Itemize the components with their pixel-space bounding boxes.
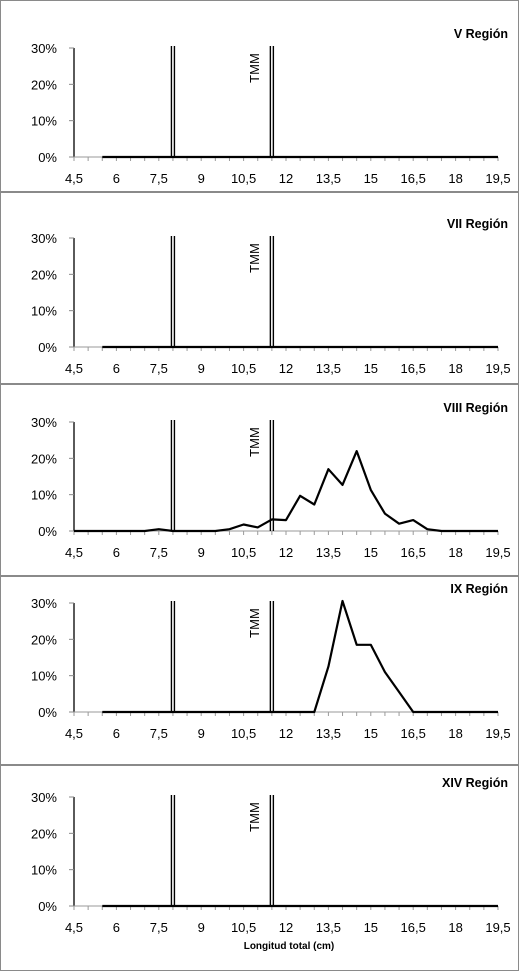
x-tick-label: 12 — [279, 171, 293, 186]
x-tick-label: 6 — [113, 920, 120, 935]
y-tick-label: 0% — [38, 705, 57, 720]
y-tick-label: 20% — [31, 451, 57, 466]
x-tick-label: 19,5 — [485, 726, 510, 741]
y-tick-label: 10% — [31, 488, 57, 503]
x-tick-label: 15 — [364, 171, 378, 186]
x-tick-label: 15 — [364, 545, 378, 560]
x-tick-label: 7,5 — [150, 545, 168, 560]
x-tick-label: 15 — [364, 726, 378, 741]
y-tick-label: 30% — [31, 231, 57, 246]
x-tick-label: 19,5 — [485, 171, 510, 186]
x-tick-label: 12 — [279, 726, 293, 741]
x-tick-label: 13,5 — [316, 171, 341, 186]
x-tick-label: 4,5 — [65, 920, 83, 935]
chart-panel-viii-region: VIII Región 0% 10% 20% 30% 4,5 6 7,5 9 10,5 12 13,5… — [0, 384, 519, 576]
y-tick-label: 20% — [31, 632, 57, 647]
y-tick-label: 30% — [31, 41, 57, 56]
tmm-annotation: TMM — [247, 802, 262, 832]
x-tick-label: 18 — [448, 361, 462, 376]
chart-vii-region: VII Región 0% 10% 20% 30% 4,5 6 7,5 9 10,5 12 13,5 1… — [1, 193, 518, 383]
x-tick-label: 13,5 — [316, 545, 341, 560]
x-tick-label: 10,5 — [231, 361, 256, 376]
x-tick-label: 9 — [198, 726, 205, 741]
y-tick-label: 10% — [31, 304, 57, 319]
x-tick-label: 13,5 — [316, 726, 341, 741]
x-tick-label: 12 — [279, 545, 293, 560]
chart-title: XIV Región — [442, 776, 508, 790]
x-tick-label: 4,5 — [65, 171, 83, 186]
y-tick-label: 0% — [38, 899, 57, 914]
tmm-annotation: TMM — [247, 243, 262, 273]
chart-title: VII Región — [447, 217, 508, 231]
chart-panel-ix-region: IX Región 0% 10% 20% 30% 4,5 6 7,5 9 10,5 12 13,5 15… — [0, 576, 519, 765]
series-line — [102, 601, 498, 712]
x-tick-label: 10,5 — [231, 726, 256, 741]
chart-xiv-region: XIV Región 0% 10% 20% 30% 4,5 6 7,5 9 10,5 12 13,5 1… — [1, 766, 518, 970]
tmm-annotation: TMM — [247, 53, 262, 83]
tmm-annotation: TMM — [247, 608, 262, 638]
x-axis-label: Longitud total (cm) — [244, 941, 335, 952]
y-tick-label: 0% — [38, 150, 57, 165]
x-tick-label: 12 — [279, 920, 293, 935]
x-tick-label: 10,5 — [231, 920, 256, 935]
x-tick-label: 4,5 — [65, 361, 83, 376]
x-tick-label: 7,5 — [150, 726, 168, 741]
y-tick-label: 30% — [31, 415, 57, 430]
x-tick-label: 4,5 — [65, 726, 83, 741]
x-tick-label: 15 — [364, 361, 378, 376]
x-tick-label: 10,5 — [231, 545, 256, 560]
y-tick-label: 30% — [31, 596, 57, 611]
x-tick-label: 6 — [113, 361, 120, 376]
x-tick-label: 10,5 — [231, 171, 256, 186]
chart-v-region: V Región 0% 10% 20% 30% 4,5 6 7,5 9 10,5 12 13,5 15 1… — [1, 1, 518, 191]
x-tick-label: 6 — [113, 545, 120, 560]
y-tick-label: 30% — [31, 790, 57, 805]
x-tick-label: 12 — [279, 361, 293, 376]
y-tick-label: 10% — [31, 863, 57, 878]
x-tick-label: 16,5 — [401, 920, 426, 935]
chart-title: V Región — [454, 27, 508, 41]
x-tick-label: 9 — [198, 171, 205, 186]
x-tick-label: 9 — [198, 920, 205, 935]
x-tick-label: 13,5 — [316, 920, 341, 935]
x-tick-label: 7,5 — [150, 171, 168, 186]
x-tick-label: 18 — [448, 920, 462, 935]
x-tick-label: 15 — [364, 920, 378, 935]
x-tick-label: 7,5 — [150, 361, 168, 376]
x-tick-label: 16,5 — [401, 726, 426, 741]
chart-ix-region: IX Región 0% 10% 20% 30% 4,5 6 7,5 9 10,5 12 13,5 15… — [1, 577, 518, 764]
series-line — [74, 451, 498, 531]
x-tick-label: 6 — [113, 171, 120, 186]
x-tick-label: 19,5 — [485, 920, 510, 935]
chart-panel-vii-region: VII Región 0% 10% 20% 30% 4,5 6 7,5 9 10,5 12 13,5 1… — [0, 192, 519, 384]
x-tick-label: 16,5 — [401, 171, 426, 186]
x-tick-label: 9 — [198, 545, 205, 560]
chart-panel-xiv-region: XIV Región 0% 10% 20% 30% 4,5 6 7,5 9 10,5 12 13,5 1… — [0, 765, 519, 971]
y-tick-label: 10% — [31, 669, 57, 684]
x-tick-label: 18 — [448, 726, 462, 741]
x-tick-label: 19,5 — [485, 361, 510, 376]
x-tick-label: 9 — [198, 361, 205, 376]
x-tick-label: 18 — [448, 171, 462, 186]
y-tick-label: 0% — [38, 524, 57, 539]
y-tick-label: 0% — [38, 340, 57, 355]
x-tick-label: 16,5 — [401, 545, 426, 560]
y-tick-label: 10% — [31, 114, 57, 129]
chart-panel-v-region: V Región 0% 10% 20% 30% 4,5 6 7,5 9 10,5 12 13,5 15 1… — [0, 0, 519, 192]
x-tick-label: 6 — [113, 726, 120, 741]
chart-title: IX Región — [450, 582, 508, 596]
x-tick-label: 18 — [448, 545, 462, 560]
y-tick-label: 20% — [31, 267, 57, 282]
chart-title: VIII Región — [443, 401, 508, 415]
x-tick-label: 16,5 — [401, 361, 426, 376]
x-tick-label: 7,5 — [150, 920, 168, 935]
y-tick-label: 20% — [31, 77, 57, 92]
x-tick-label: 4,5 — [65, 545, 83, 560]
y-tick-label: 20% — [31, 826, 57, 841]
x-tick-label: 13,5 — [316, 361, 341, 376]
chart-viii-region: VIII Región 0% 10% 20% 30% 4,5 6 7,5 9 10,5 12 13,5… — [1, 385, 518, 575]
x-tick-label: 19,5 — [485, 545, 510, 560]
tmm-annotation: TMM — [247, 427, 262, 457]
